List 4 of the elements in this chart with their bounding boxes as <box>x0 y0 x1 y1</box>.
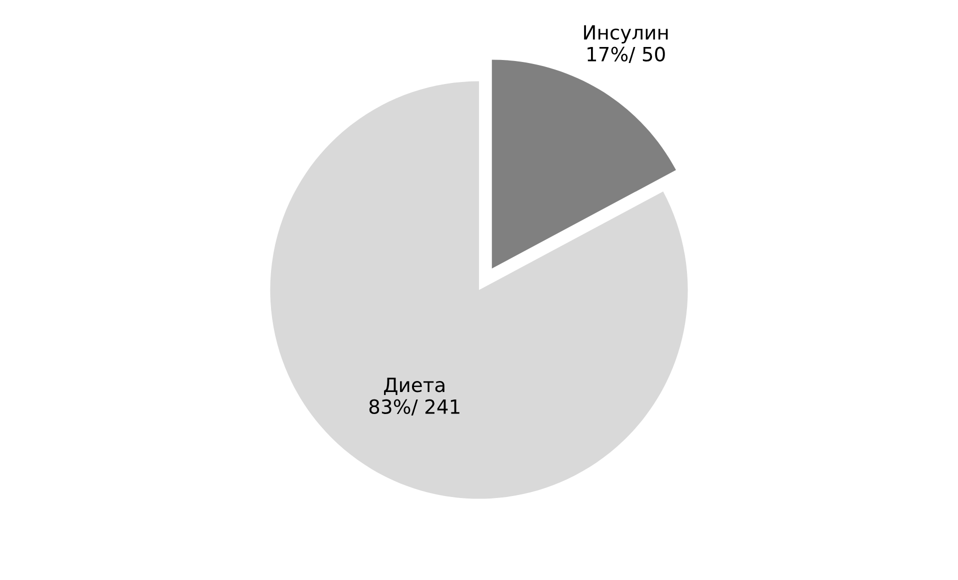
slice-label: Диета <box>384 378 444 395</box>
data-label: 83%/ 241 <box>369 399 460 416</box>
data-label: 17%/ 50 <box>588 46 665 64</box>
slice-label: Инсулин <box>584 25 668 44</box>
